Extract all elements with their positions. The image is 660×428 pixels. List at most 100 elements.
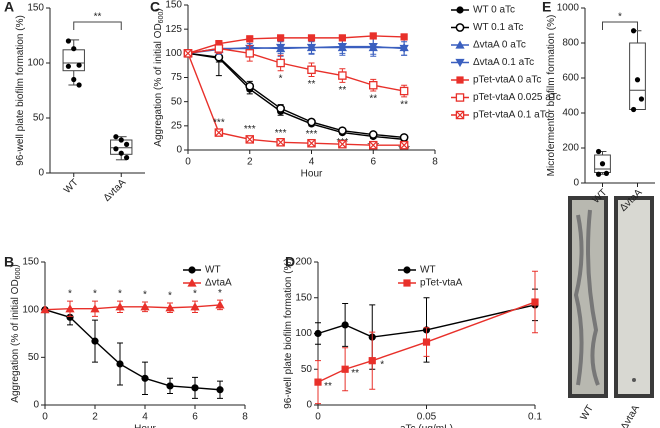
x-axis-label: aTc (μg/mL) [400,424,453,428]
marker-part [369,141,378,150]
marker [214,44,224,53]
y-tick-label: 0 [38,168,44,179]
marker [116,360,124,368]
y-label-sub: 600 [15,268,22,280]
marker-part [455,58,465,68]
marker-part [341,321,349,329]
marker-part [245,135,254,144]
point [595,171,602,177]
marker-part [368,357,376,365]
marker [531,298,539,306]
significance: *** [275,128,287,139]
marker-part [188,266,196,274]
significance-bracket [73,21,122,30]
y-tick-label: 125 [165,24,182,35]
x-tick-label: 2 [92,412,98,423]
significance: * [143,290,147,301]
y-tick-label: 800 [562,38,579,49]
panel-label: C [150,0,160,15]
marker [456,6,464,14]
marker-part [314,329,322,338]
point [118,137,124,143]
marker-part [422,338,431,346]
y-tick-label: 50 [28,352,40,363]
x-tick-label: 0 [315,412,321,423]
box [629,42,646,110]
panel-label: E [542,0,551,15]
point [71,46,77,52]
photo [568,196,654,398]
marker-part [141,374,149,382]
x-axis-label: Hour [134,424,156,428]
point [65,38,72,44]
panel-label: D [285,254,295,270]
marker [399,133,409,142]
y-label-end: ) [153,8,164,11]
marker-part [368,130,378,139]
marker-part [306,43,317,53]
marker [314,329,322,338]
marker [399,140,409,150]
marker [368,140,378,150]
point [113,146,119,152]
point [65,63,72,69]
marker-part [307,65,316,75]
panel-label: B [4,254,14,270]
marker [368,80,378,90]
marker-part [337,42,347,52]
marker [455,23,465,32]
significance: * [93,289,97,300]
marker-part [91,337,99,345]
legend-label: ΔvtaA [205,278,232,289]
marker [214,128,224,137]
y-tick-label: 25 [171,120,183,131]
significance: * [380,359,384,370]
y-tick-label: 0 [176,145,182,156]
point [634,77,641,83]
y-tick-label: 100 [165,48,182,59]
marker-part [400,141,409,150]
marker [341,321,349,329]
legend-label: ΔvtaA 0 aTc [473,40,526,51]
marker-part [338,140,347,149]
y-axis-label: Aggregation (% of initial OD600) [153,8,165,146]
marker-part [307,117,316,127]
marker-part [369,32,377,40]
marker-part [456,76,464,84]
marker-part [368,80,378,90]
marker-part [187,278,197,287]
y-tick-label: 50 [301,364,313,375]
marker [65,304,75,313]
marker [455,58,465,68]
marker-part [214,128,223,137]
marker [307,65,316,75]
marker [314,378,322,386]
marker [369,32,377,40]
y-axis-label: Microfermentor biofilm formation (%) [546,15,557,177]
y-label-text: Aggregation (% of initial OD [153,23,164,146]
significance: ** [351,368,359,379]
marker-part [403,279,411,287]
x-tick-label: 8 [242,412,248,423]
marker [338,71,347,80]
y-tick-label: 1000 [557,3,580,14]
legend-label: ΔvtaA 0.1 aTc [473,57,534,68]
significance: *** [398,144,410,155]
point [123,141,130,147]
marker-part [166,382,174,390]
marker [399,86,409,96]
point [76,62,82,68]
x-tick-label: 6 [192,412,198,423]
marker-part [456,6,464,14]
y-tick-label: 150 [295,292,312,303]
significance: ** [94,12,102,23]
significance: * [118,289,122,300]
legend-label: pTet-vtaA [420,278,463,289]
y-tick-label: 400 [562,108,579,119]
marker [455,110,465,120]
marker-part [276,104,285,113]
marker-part [338,126,347,136]
marker [338,126,347,136]
y-tick-label: 150 [22,257,39,268]
marker [455,40,465,49]
